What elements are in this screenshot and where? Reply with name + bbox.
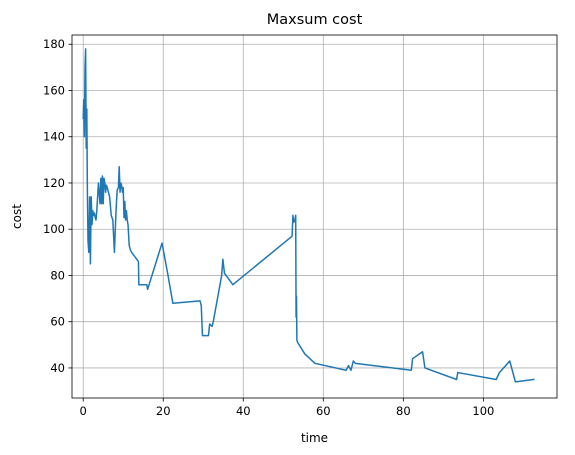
y-tick-label: 160 <box>43 83 65 97</box>
y-tick-label: 60 <box>50 315 65 329</box>
cost-series-line <box>82 48 535 383</box>
y-tick-label: 120 <box>43 176 65 190</box>
y-tick-label: 80 <box>50 268 65 282</box>
y-tick-label: 100 <box>43 222 65 236</box>
x-axis-label: time <box>301 431 328 445</box>
y-axis-label: cost <box>10 204 24 229</box>
y-tick-label: 180 <box>43 37 65 51</box>
x-tick-label: 20 <box>156 404 171 418</box>
y-axis-ticks: 40 60 80 100 120 140 160 180 <box>43 37 72 375</box>
x-tick-label: 80 <box>396 404 411 418</box>
x-axis-ticks: 0 20 40 60 80 100 <box>80 398 494 418</box>
x-tick-label: 100 <box>472 404 494 418</box>
plot-frame <box>71 34 558 399</box>
y-tick-label: 40 <box>50 361 65 375</box>
grid <box>72 35 557 398</box>
x-tick-label: 0 <box>80 404 87 418</box>
chart-title: Maxsum cost <box>267 12 363 28</box>
x-tick-label: 40 <box>236 404 251 418</box>
y-tick-label: 140 <box>43 130 65 144</box>
x-tick-label: 60 <box>316 404 331 418</box>
